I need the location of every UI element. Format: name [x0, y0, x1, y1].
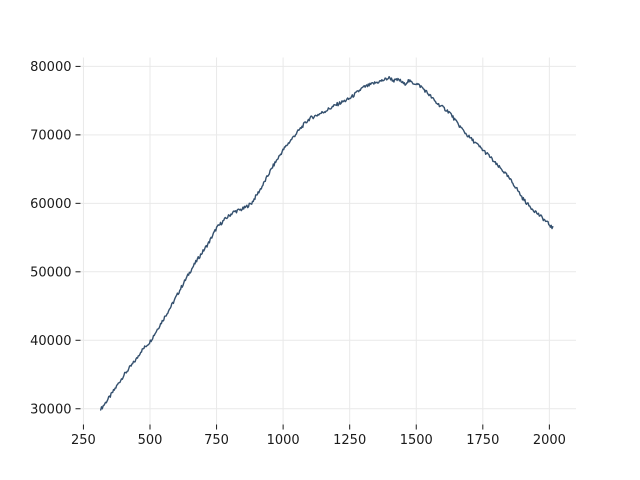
x-tick-label: 500: [138, 433, 163, 448]
y-tick-label: 70000: [30, 128, 71, 143]
x-tick-label: 750: [204, 433, 229, 448]
y-tick-label: 60000: [30, 197, 71, 212]
x-tick-label: 1250: [333, 433, 366, 448]
x-tick-label: 2000: [533, 433, 566, 448]
y-tick-label: 30000: [30, 402, 71, 417]
x-tick-label: 1750: [466, 433, 499, 448]
y-tick-label: 40000: [30, 334, 71, 349]
x-tick-label: 250: [71, 433, 96, 448]
x-tick-label: 1500: [400, 433, 433, 448]
x-tick-label: 1000: [267, 433, 300, 448]
data-series-line: [99, 75, 554, 411]
y-tick-label: 50000: [30, 265, 71, 280]
y-tick-label: 80000: [30, 60, 71, 75]
